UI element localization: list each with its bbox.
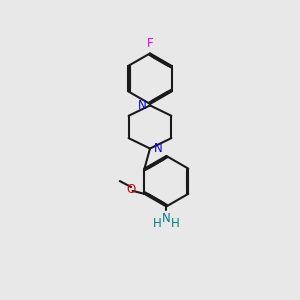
Text: N: N [154,142,162,155]
Text: N: N [138,99,146,112]
Text: N: N [162,212,171,224]
Text: F: F [147,37,153,50]
Text: O: O [127,183,136,196]
Text: H: H [171,217,180,230]
Text: H: H [153,217,162,230]
